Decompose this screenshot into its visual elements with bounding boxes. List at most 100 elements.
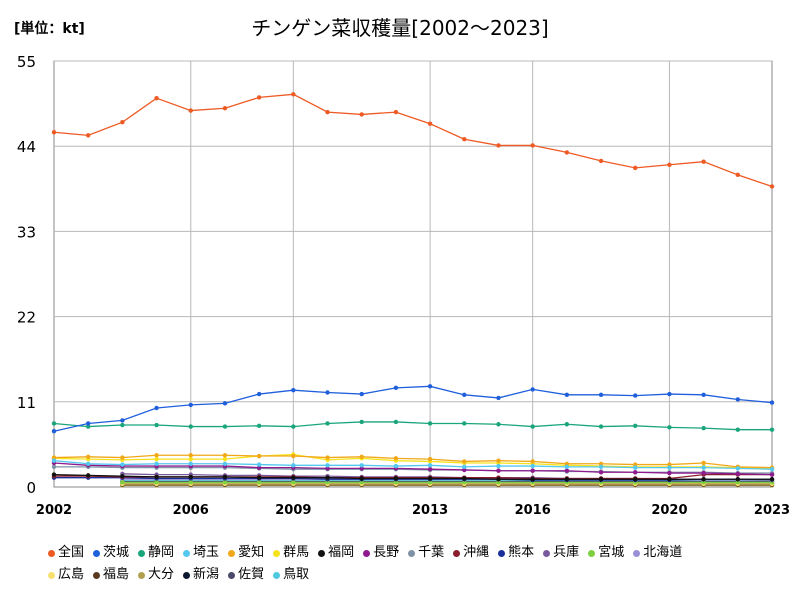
data-point xyxy=(530,463,535,469)
data-point xyxy=(256,480,262,485)
data-point xyxy=(188,108,193,113)
data-point xyxy=(701,425,706,431)
legend-label: 千葉 xyxy=(418,545,445,560)
data-point xyxy=(120,462,125,467)
data-point xyxy=(701,392,706,398)
data-point xyxy=(256,423,262,429)
data-point xyxy=(530,143,535,148)
series-line xyxy=(53,454,773,469)
data-point xyxy=(427,384,433,389)
data-point xyxy=(325,480,330,485)
legend-label: 静岡 xyxy=(148,545,175,560)
legend-label: 埼玉 xyxy=(193,545,220,560)
data-point xyxy=(496,143,501,148)
series-福岡 xyxy=(51,472,775,482)
x-tick-label: 2020 xyxy=(651,503,687,518)
data-point xyxy=(85,461,91,466)
data-point xyxy=(496,477,501,482)
data-point xyxy=(154,461,159,466)
legend-marker-icon xyxy=(273,549,281,557)
legend-item: 兵庫 xyxy=(543,542,579,564)
legend-label: 新潟 xyxy=(193,567,220,582)
data-point xyxy=(462,476,467,481)
data-point xyxy=(496,463,501,469)
data-point xyxy=(188,461,193,466)
legend-label: 北海道 xyxy=(643,545,683,560)
series-埼玉 xyxy=(51,458,775,472)
data-point xyxy=(359,454,364,459)
data-point xyxy=(359,476,364,481)
data-point xyxy=(769,466,775,472)
data-point xyxy=(120,119,125,125)
data-point xyxy=(85,424,91,429)
x-tick-label: 2023 xyxy=(754,503,790,518)
data-point xyxy=(633,465,638,470)
x-tick-label: 2016 xyxy=(515,503,551,518)
data-point xyxy=(735,480,741,485)
data-point xyxy=(291,92,296,97)
data-point xyxy=(462,464,467,470)
data-point xyxy=(154,474,159,480)
legend-marker-icon xyxy=(228,571,236,579)
data-point xyxy=(496,458,501,463)
legend-label: 佐賀 xyxy=(238,567,265,582)
data-point xyxy=(325,390,330,395)
data-point xyxy=(735,466,741,471)
data-point xyxy=(291,424,296,429)
data-point xyxy=(154,422,159,428)
data-point xyxy=(359,112,364,117)
legend-marker-icon xyxy=(408,549,416,557)
data-point xyxy=(633,423,638,429)
data-point xyxy=(667,470,672,476)
data-point xyxy=(598,461,604,466)
data-point xyxy=(769,472,775,477)
legend-row: 広島 福島 大分 新潟 佐賀 鳥取 xyxy=(48,564,788,586)
data-point xyxy=(291,387,296,393)
legend-item: 熊本 xyxy=(498,542,534,564)
data-point xyxy=(291,463,296,468)
legend-marker-icon xyxy=(183,571,191,579)
data-point xyxy=(667,465,672,470)
data-point xyxy=(564,461,570,466)
legend-item: 佐賀 xyxy=(228,564,264,586)
legend-label: 長野 xyxy=(373,545,400,560)
data-point xyxy=(51,421,57,426)
data-point xyxy=(256,475,262,480)
data-point xyxy=(120,480,125,485)
series-line xyxy=(53,453,773,470)
legend-marker-icon xyxy=(93,549,101,557)
data-point xyxy=(427,480,433,485)
data-point xyxy=(154,95,159,101)
legend-item: 沖縄 xyxy=(453,542,489,564)
data-point xyxy=(530,468,535,473)
series-静岡 xyxy=(51,419,775,432)
data-point xyxy=(85,133,91,138)
data-point xyxy=(598,424,604,429)
data-point xyxy=(222,474,228,480)
data-point xyxy=(325,421,330,426)
data-point xyxy=(564,477,570,482)
legend-item: 茨城 xyxy=(93,542,129,564)
data-point xyxy=(598,392,604,398)
data-point xyxy=(325,109,330,115)
legend-marker-icon xyxy=(453,549,461,557)
legend-label: 鳥取 xyxy=(283,567,310,582)
legend-item: 埼玉 xyxy=(183,542,219,564)
data-point xyxy=(188,480,193,485)
data-point xyxy=(393,476,399,481)
x-tick-label: 2002 xyxy=(36,503,72,518)
legend-marker-icon xyxy=(273,571,281,579)
legend-marker-icon xyxy=(543,549,551,557)
legend-label: 愛知 xyxy=(238,545,265,560)
legend-marker-icon xyxy=(48,571,55,579)
data-point xyxy=(633,462,638,467)
data-point xyxy=(564,422,570,427)
data-point xyxy=(496,480,501,485)
data-point xyxy=(735,172,741,178)
data-point xyxy=(462,467,467,473)
x-tick-label: 2006 xyxy=(173,503,209,518)
legend-label: 全国 xyxy=(58,545,85,560)
data-point xyxy=(222,424,228,429)
legend-marker-icon xyxy=(228,549,236,557)
legend-row: 全国 茨城 静岡 埼玉 愛知 群馬 福岡 長野 千葉 沖縄 熊本 兵庫 宮城 北海道 xyxy=(48,542,788,564)
